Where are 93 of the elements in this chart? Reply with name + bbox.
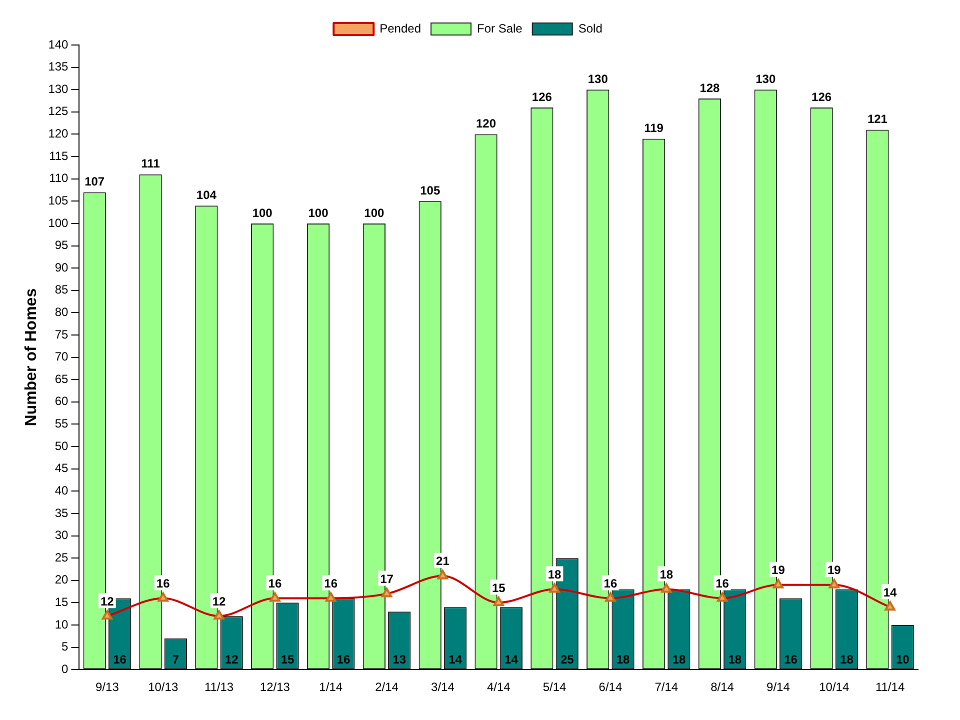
y-tick-label: 70 bbox=[54, 350, 69, 364]
data-label: 100 bbox=[252, 206, 273, 220]
data-label: 12 bbox=[224, 652, 239, 666]
y-tick-label: 100 bbox=[48, 216, 69, 230]
y-tick-label: 30 bbox=[54, 528, 69, 542]
data-label: 119 bbox=[644, 121, 664, 136]
legend-label: For Sale bbox=[477, 21, 523, 36]
data-label: 128 bbox=[700, 80, 720, 95]
y-tick-label: 60 bbox=[54, 394, 69, 408]
data-label: 100 bbox=[364, 206, 385, 220]
data-label: 16 bbox=[156, 576, 170, 591]
data-label: 14 bbox=[883, 585, 898, 600]
y-tick-label: 125 bbox=[48, 104, 69, 118]
data-label: 14 bbox=[448, 652, 462, 666]
data-label: 120 bbox=[476, 116, 496, 131]
data-label: 13 bbox=[392, 652, 406, 666]
y-tick-label: 0 bbox=[62, 662, 69, 676]
data-label: 19 bbox=[827, 563, 842, 578]
data-label: 10 bbox=[896, 652, 910, 666]
data-label: 21 bbox=[436, 554, 450, 568]
y-tick-label: 15 bbox=[54, 594, 69, 609]
data-label: 16 bbox=[784, 652, 798, 666]
data-label: 18 bbox=[548, 568, 562, 582]
data-label: 18 bbox=[728, 652, 742, 666]
y-tick-label: 65 bbox=[54, 372, 69, 386]
legend-label: Pended bbox=[380, 21, 422, 36]
data-label: 16 bbox=[336, 652, 350, 666]
x-tick-label: 6/14 bbox=[598, 680, 622, 694]
data-label: 16 bbox=[604, 576, 618, 591]
y-tick-label: 95 bbox=[54, 238, 69, 252]
y-tick-label: 120 bbox=[48, 126, 69, 141]
x-tick-label: 10/13 bbox=[148, 680, 178, 694]
y-tick-label: 45 bbox=[54, 461, 69, 476]
data-label: 105 bbox=[420, 183, 440, 198]
data-label: 16 bbox=[324, 576, 338, 591]
data-label: 14 bbox=[504, 652, 518, 666]
data-label: 126 bbox=[812, 90, 832, 104]
x-tick-label: 5/14 bbox=[542, 680, 567, 694]
data-label: 126 bbox=[532, 90, 552, 104]
y-tick-label: 50 bbox=[54, 438, 69, 453]
data-label: 130 bbox=[756, 72, 776, 86]
y-tick-label: 35 bbox=[54, 506, 69, 520]
data-label: 15 bbox=[492, 580, 506, 595]
y-tick-label: 20 bbox=[54, 572, 69, 587]
data-label: 16 bbox=[716, 576, 730, 591]
y-tick-label: 140 bbox=[48, 37, 69, 52]
y-tick-label: 40 bbox=[54, 483, 69, 498]
data-label: 111 bbox=[141, 156, 160, 171]
x-tick-label: 9/14 bbox=[766, 680, 790, 694]
y-tick-label: 115 bbox=[49, 148, 69, 163]
y-tick-label: 110 bbox=[49, 171, 69, 186]
x-tick-label: 2/14 bbox=[375, 680, 399, 694]
data-label: 16 bbox=[113, 652, 127, 666]
data-label: 12 bbox=[100, 594, 114, 608]
data-label: 130 bbox=[588, 72, 608, 86]
data-label: 19 bbox=[772, 563, 786, 578]
x-tick-label: 10/14 bbox=[819, 680, 850, 694]
data-label: 104 bbox=[196, 188, 217, 202]
x-tick-label: 12/13 bbox=[260, 680, 290, 694]
legend-label: Sold bbox=[578, 21, 602, 36]
x-tick-label: 4/14 bbox=[486, 680, 511, 694]
x-tick-label: 1/14 bbox=[319, 680, 343, 694]
x-tick-label: 9/13 bbox=[96, 680, 120, 694]
x-tick-label: 7/14 bbox=[654, 680, 678, 694]
y-tick-label: 10 bbox=[54, 617, 69, 632]
data-label: 16 bbox=[268, 576, 282, 591]
y-tick-label: 135 bbox=[48, 60, 69, 74]
data-label: 7 bbox=[172, 652, 180, 666]
y-tick-label: 85 bbox=[54, 282, 69, 297]
data-label: 100 bbox=[308, 206, 329, 220]
y-tick-label: 5 bbox=[62, 640, 69, 654]
x-tick-label: 11/13 bbox=[204, 680, 234, 694]
y-tick-label: 90 bbox=[54, 260, 69, 274]
y-tick-label: 55 bbox=[54, 416, 69, 431]
x-tick-label: 8/14 bbox=[710, 680, 734, 694]
data-label: 25 bbox=[560, 652, 574, 666]
data-label: 121 bbox=[867, 112, 888, 126]
data-label: 18 bbox=[616, 652, 630, 666]
y-axis-title: Number of Homes bbox=[23, 288, 40, 426]
y-tick-label: 80 bbox=[54, 305, 69, 319]
data-label: 15 bbox=[280, 652, 295, 666]
y-tick-label: 75 bbox=[54, 327, 69, 342]
x-tick-label: 3/14 bbox=[431, 680, 455, 694]
data-label: 18 bbox=[840, 652, 854, 666]
y-tick-label: 105 bbox=[48, 193, 69, 208]
data-label: 17 bbox=[380, 572, 394, 586]
y-tick-label: 130 bbox=[48, 82, 69, 96]
x-tick-label: 11/14 bbox=[875, 680, 905, 694]
data-label: 12 bbox=[212, 594, 226, 608]
data-label: 18 bbox=[672, 652, 686, 666]
y-tick-label: 25 bbox=[54, 550, 69, 564]
data-label: 18 bbox=[660, 568, 674, 582]
data-label: 107 bbox=[84, 174, 105, 189]
